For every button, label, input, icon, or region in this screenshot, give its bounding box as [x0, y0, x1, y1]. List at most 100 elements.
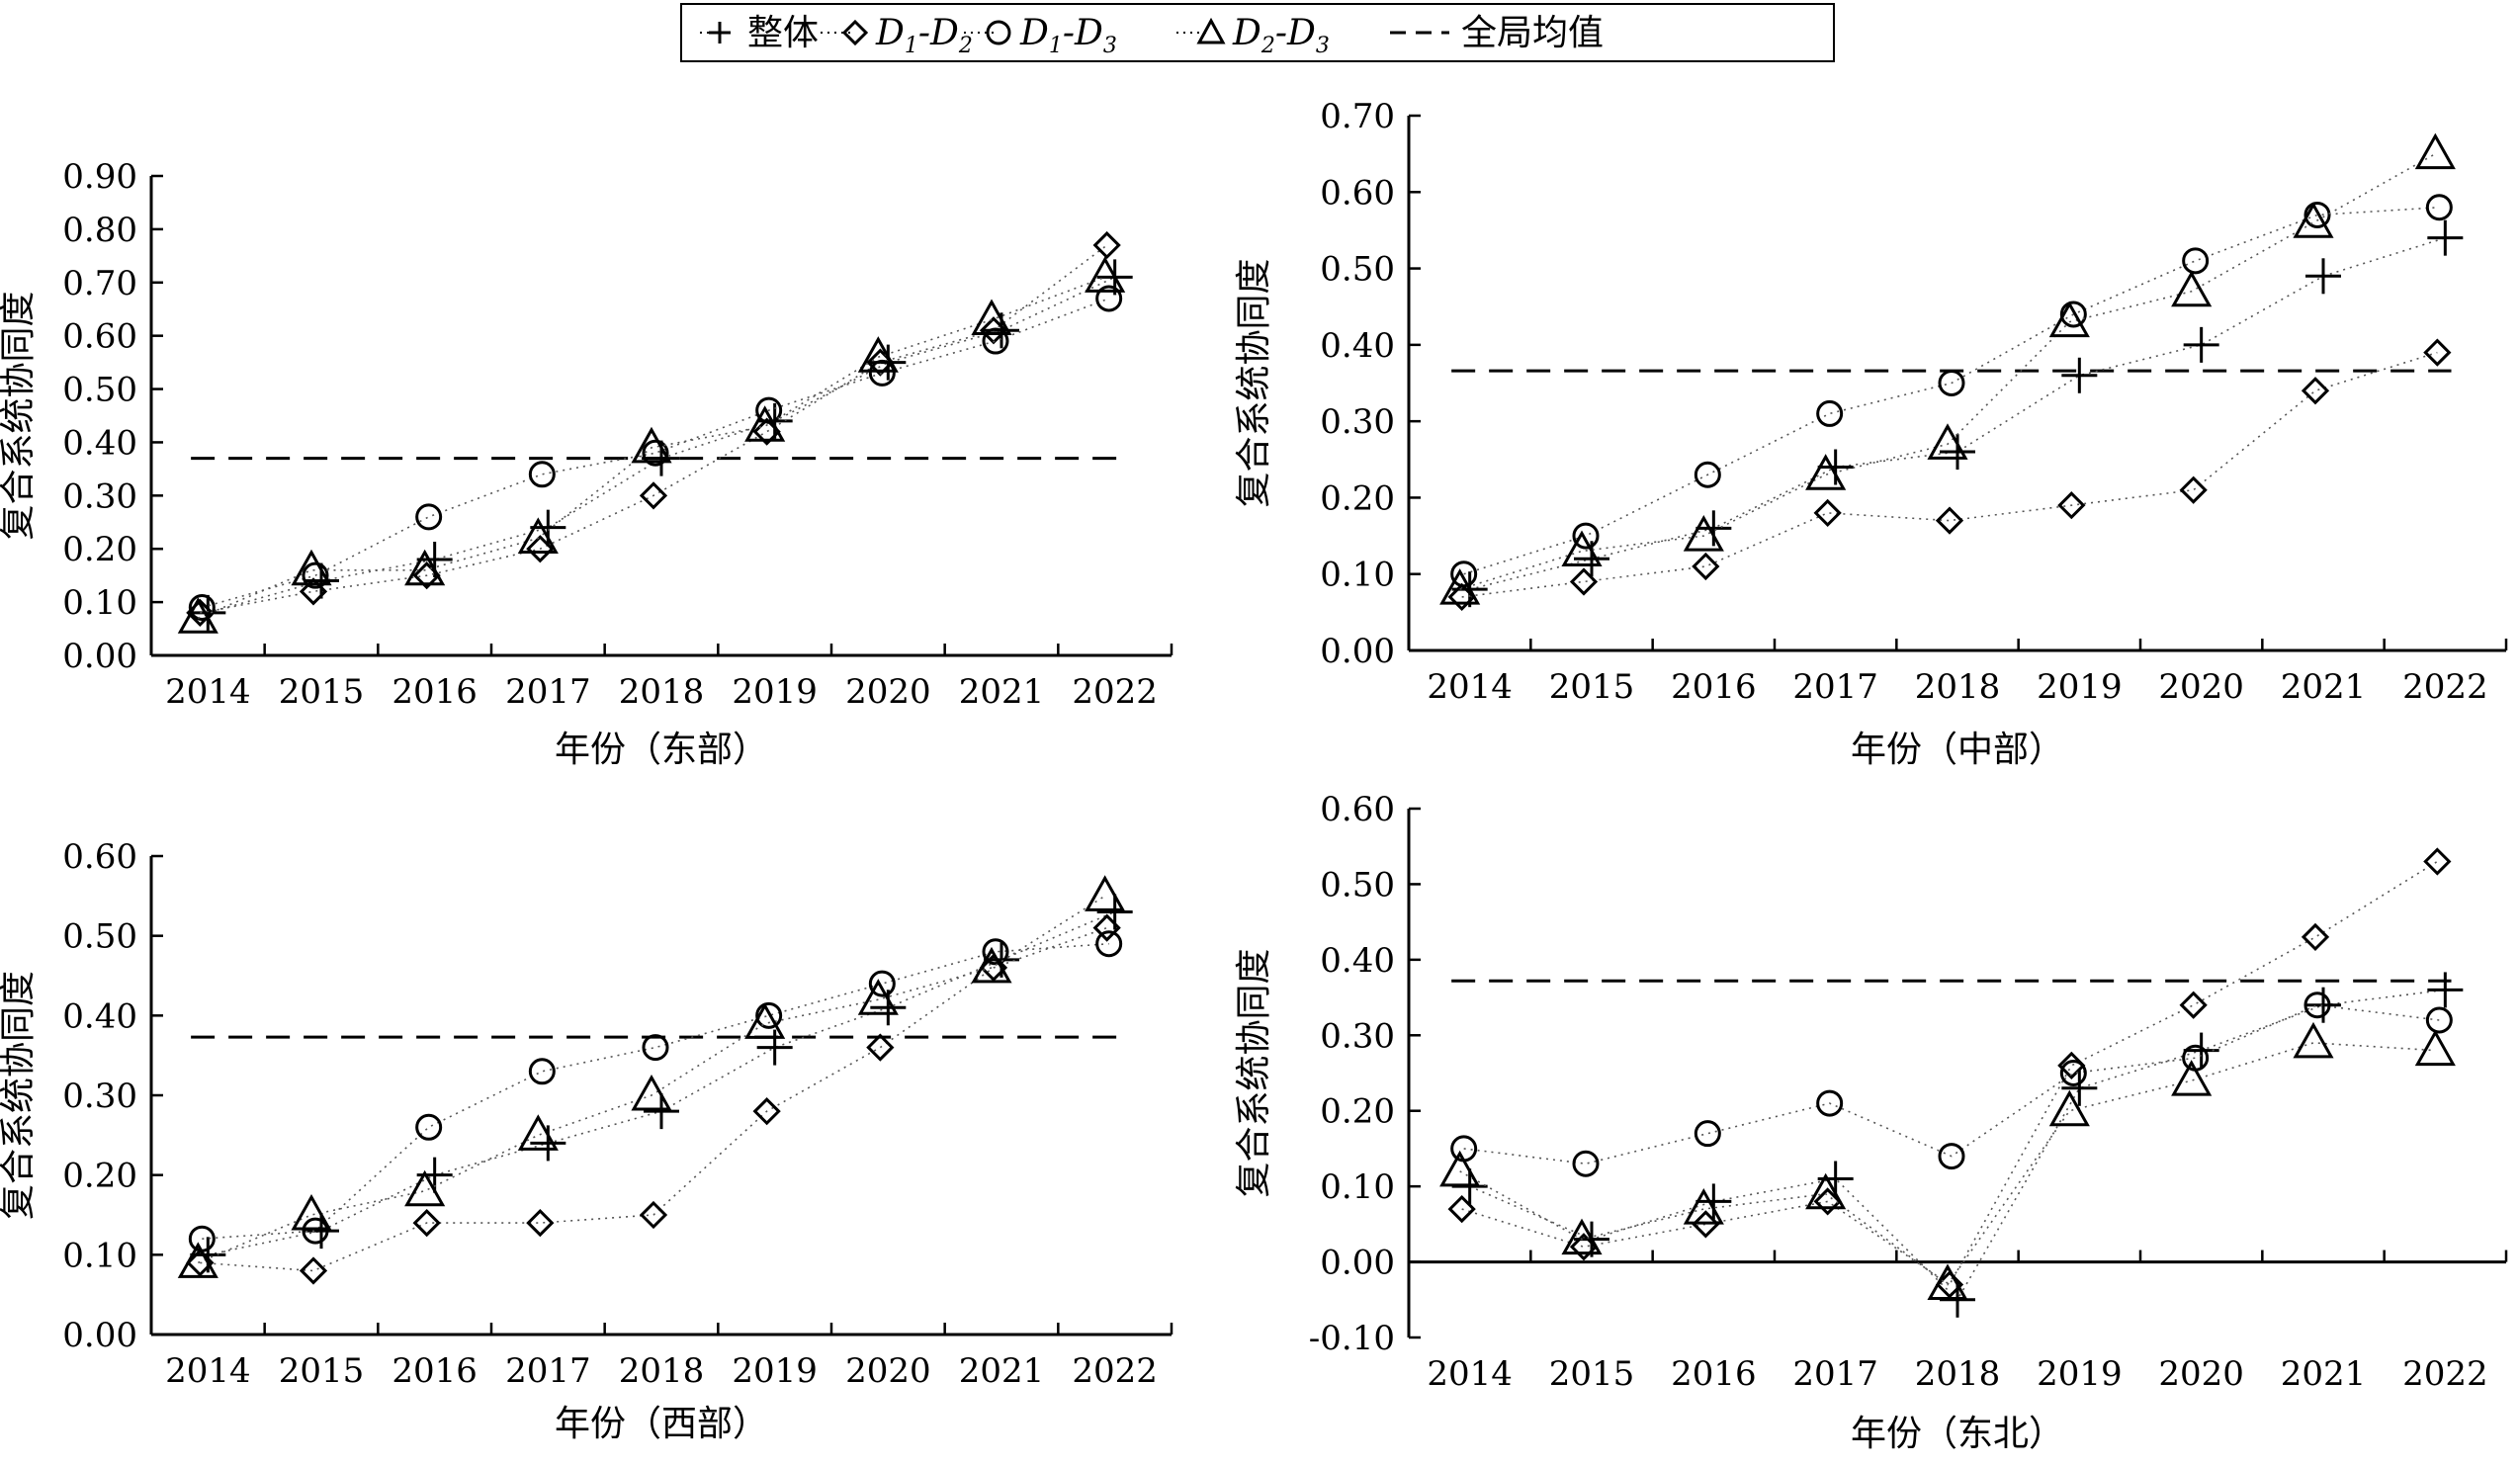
point-d13	[755, 396, 783, 424]
point-d12	[2423, 847, 2452, 876]
legend-item-overall: 整体	[700, 13, 819, 53]
point-d13	[302, 561, 329, 589]
point-overall	[530, 1125, 566, 1162]
y-tick-label: 0.30	[1320, 1016, 1395, 1056]
point-d12	[639, 1200, 668, 1230]
y-tick-label: 0.60	[62, 317, 137, 357]
point-overall	[1940, 434, 1975, 471]
point-d12	[299, 1256, 328, 1285]
x-tick-label: 2018	[1915, 667, 2001, 707]
x-tick-label: 2014	[1427, 1354, 1513, 1394]
diamond-icon	[841, 19, 869, 46]
y-axis-title: 复合系统协同度	[0, 971, 39, 1220]
x-tick-label: 2015	[1549, 1354, 1635, 1394]
point-d13	[1572, 522, 1600, 550]
point-d12	[1692, 552, 1720, 581]
point-d13	[2059, 1060, 2087, 1086]
x-tick-label: 2018	[619, 672, 705, 712]
y-tick-label: 0.40	[62, 423, 137, 463]
point-d23	[2293, 1021, 2334, 1059]
x-tick-label: 2017	[1792, 667, 1878, 707]
point-overall	[870, 990, 907, 1026]
y-tick-label: 0.10	[62, 583, 137, 623]
series-line-d13	[202, 942, 1109, 1240]
y-tick-label: 0.50	[62, 917, 137, 957]
point-d12	[526, 535, 555, 563]
point-d13	[1816, 399, 1844, 427]
y-tick-label: 0.30	[1320, 402, 1395, 442]
y-tick-label: 0.40	[1320, 941, 1395, 981]
legend-label-d12: D1-D2	[875, 13, 973, 58]
point-d12	[186, 1249, 215, 1277]
y-tick-label: 0.20	[1320, 1092, 1395, 1132]
x-tick-label: 2016	[391, 1351, 478, 1391]
point-d23	[517, 1114, 559, 1151]
point-overall	[2305, 987, 2341, 1023]
point-d23	[857, 336, 899, 373]
point-d13	[1938, 1143, 1965, 1170]
series-line-d13	[202, 298, 1109, 609]
point-d23	[2171, 270, 2213, 307]
point-d23	[1439, 568, 1481, 605]
y-tick-label: 0.30	[62, 476, 137, 516]
y-axis-title: 复合系统协同度	[0, 291, 39, 540]
plus-icon	[709, 22, 731, 43]
legend-label-d23: D2-D3	[1232, 13, 1330, 58]
x-tick-label: 2014	[1427, 667, 1513, 707]
point-d23	[631, 426, 672, 464]
point-d13	[1694, 1120, 1721, 1148]
legend-label-mean: 全局均值	[1461, 13, 1604, 53]
point-d23	[1683, 515, 1724, 552]
point-d12	[299, 577, 328, 606]
point-d13	[528, 461, 556, 488]
x-tick-label: 2021	[2281, 1354, 2367, 1394]
x-axis-title: 年份（中部）	[1851, 730, 2064, 770]
x-tick-label: 2016	[1671, 667, 1757, 707]
point-d13	[1095, 930, 1123, 958]
x-tick-label: 2015	[279, 672, 365, 712]
point-overall	[2061, 1070, 2098, 1106]
series-line-overall	[1469, 236, 2446, 590]
point-d23	[971, 299, 1012, 335]
point-d13	[2303, 992, 2331, 1019]
point-d13	[982, 327, 1009, 355]
point-d12	[1813, 498, 1842, 528]
series-line-d23	[198, 895, 1106, 1264]
series-line-d12	[200, 926, 1107, 1272]
point-d23	[1561, 530, 1603, 567]
point-d12	[1813, 1187, 1842, 1216]
x-tick-label: 2019	[732, 672, 818, 712]
x-tick-label: 2014	[165, 1351, 251, 1391]
point-d23	[744, 405, 786, 442]
chart-panel-central: 0.00 0.10 0.20 0.30 0.40 0.50 0.60 0.70 2014 2015…	[1234, 97, 2508, 770]
point-d12	[2179, 991, 2208, 1019]
y-tick-label: 0.20	[1320, 478, 1395, 518]
x-tick-label: 2019	[2037, 667, 2123, 707]
y-tick-label: 0.10	[62, 1236, 137, 1275]
point-d23	[744, 1002, 786, 1039]
chart-legend: 整体 D1-D2 D1-D3 D2-D3 全局均值	[680, 3, 1835, 62]
y-tick-label: 0.40	[62, 996, 137, 1036]
legend-item-d12: D1-D2	[821, 13, 973, 58]
point-d23	[2414, 132, 2456, 170]
point-d13	[1095, 285, 1123, 312]
y-axis-title: 复合系统协同度	[1234, 948, 1274, 1197]
point-overall	[1695, 1183, 1732, 1220]
point-d12	[1569, 567, 1599, 596]
chart-panel-east: 0.00 0.10 0.20 0.30 0.40 0.50 0.60 0.70 0.80 0.90…	[0, 0, 1260, 791]
point-d23	[1805, 454, 1847, 490]
point-d12	[1935, 506, 1964, 535]
point-d13	[642, 439, 669, 467]
y-tick-label: 0.30	[62, 1077, 137, 1116]
y-tick-label: 0.00	[62, 1316, 137, 1355]
x-axis-title: 年份（东北）	[1851, 1414, 2064, 1454]
x-tick-label: 2018	[1915, 1354, 2001, 1394]
point-d13	[868, 359, 896, 387]
y-tick-label: 0.40	[1320, 326, 1395, 366]
point-d12	[1569, 1233, 1599, 1261]
point-d12	[752, 1097, 781, 1126]
x-tick-label: 2019	[732, 1351, 818, 1391]
point-d23	[517, 517, 559, 554]
point-overall	[1817, 449, 1854, 485]
